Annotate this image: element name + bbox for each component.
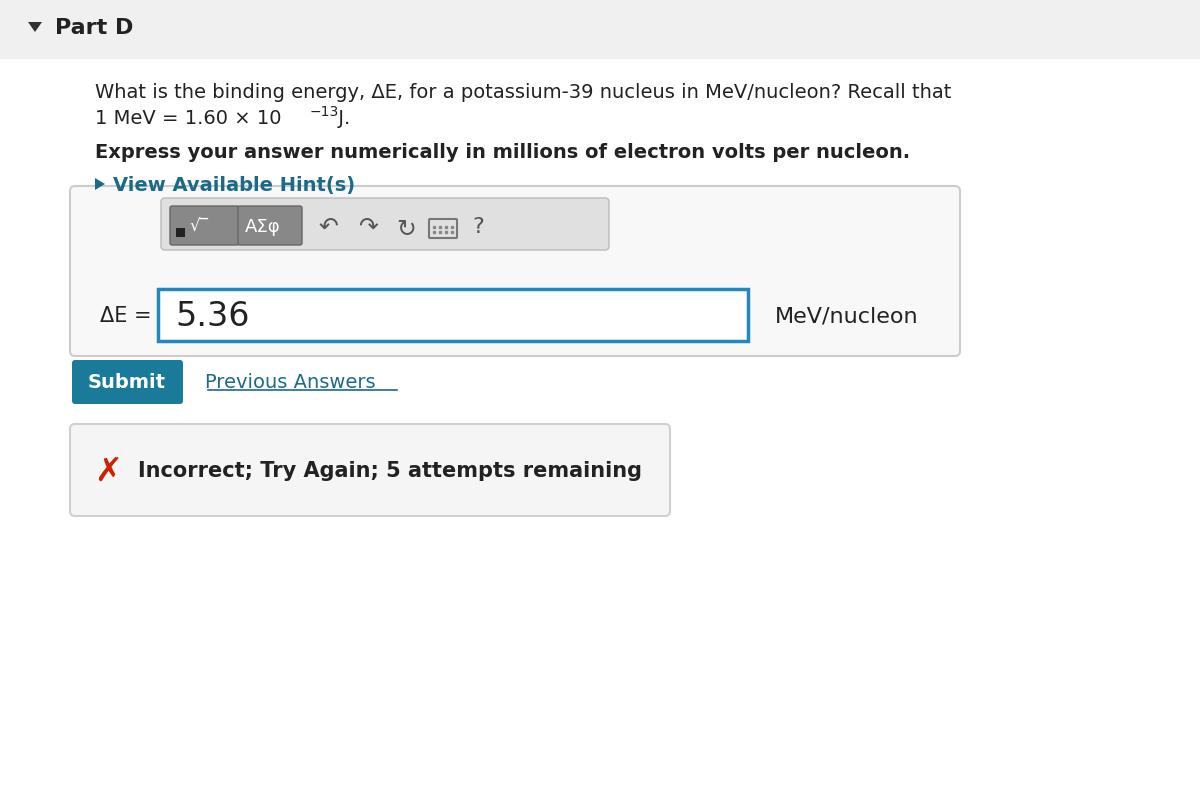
Text: Previous Answers: Previous Answers: [205, 373, 376, 392]
Text: 1 MeV = 1.60 × 10: 1 MeV = 1.60 × 10: [95, 109, 282, 128]
FancyBboxPatch shape: [0, 0, 1200, 60]
Text: ΔE =: ΔE =: [100, 306, 151, 325]
Text: MeV/nucleon: MeV/nucleon: [775, 306, 919, 325]
Text: ↶: ↶: [318, 215, 337, 238]
Text: ?: ?: [472, 217, 484, 237]
FancyBboxPatch shape: [70, 187, 960, 357]
Text: Part D: Part D: [55, 18, 133, 38]
Text: Express your answer numerically in millions of electron volts per nucleon.: Express your answer numerically in milli…: [95, 142, 910, 161]
FancyBboxPatch shape: [72, 361, 182, 405]
Text: √‾: √‾: [190, 217, 209, 236]
FancyBboxPatch shape: [70, 424, 670, 517]
FancyBboxPatch shape: [176, 229, 185, 238]
FancyBboxPatch shape: [161, 199, 610, 251]
Polygon shape: [28, 23, 42, 33]
Text: 5.36: 5.36: [175, 299, 250, 332]
Polygon shape: [95, 178, 106, 191]
Text: ↷: ↷: [358, 215, 378, 238]
Text: Incorrect; Try Again; 5 attempts remaining: Incorrect; Try Again; 5 attempts remaini…: [138, 461, 642, 480]
Text: What is the binding energy, ΔE, for a potassium-39 nucleus in MeV/nucleon? Recal: What is the binding energy, ΔE, for a po…: [95, 83, 952, 101]
FancyBboxPatch shape: [158, 290, 748, 341]
Text: J.: J.: [332, 109, 350, 128]
Text: ↻: ↻: [396, 217, 415, 241]
Text: −13: −13: [310, 105, 340, 119]
FancyBboxPatch shape: [170, 207, 239, 246]
FancyBboxPatch shape: [238, 207, 302, 246]
Text: View Available Hint(s): View Available Hint(s): [113, 175, 355, 195]
Text: ΑΣφ: ΑΣφ: [245, 217, 281, 236]
Text: ✗: ✗: [94, 454, 122, 487]
Text: Submit: Submit: [88, 373, 166, 392]
